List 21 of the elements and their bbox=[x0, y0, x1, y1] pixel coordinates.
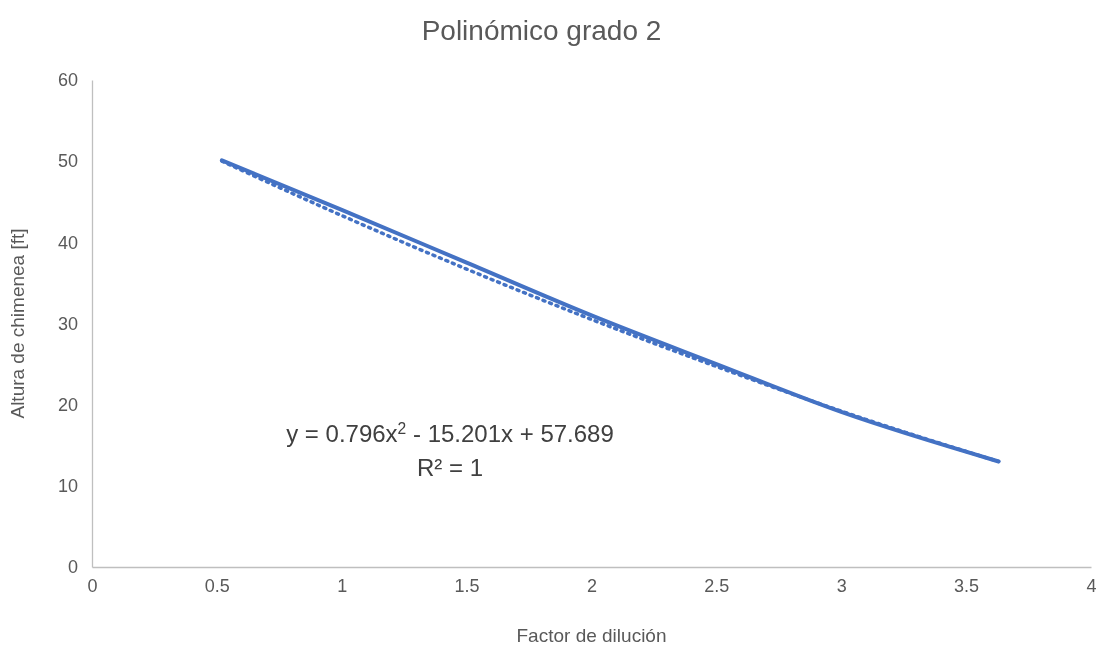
x-tick-label: 0.5 bbox=[204, 575, 230, 596]
annotation: y = 0.796x$^{2}$ - 15.201x + 57.689 bbox=[286, 419, 614, 447]
y-tick-label: 20 bbox=[57, 394, 78, 415]
y-axis-title: Altura de chimenea [ft] bbox=[7, 228, 28, 419]
y-tick-label: 40 bbox=[57, 232, 78, 253]
y-tick-label: 60 bbox=[57, 70, 78, 91]
y-tick-label: 50 bbox=[57, 151, 78, 172]
x-tick-label: 3.5 bbox=[954, 575, 980, 596]
annotation: R² = 1 bbox=[416, 454, 484, 481]
x-tick-label: 2.5 bbox=[704, 575, 730, 596]
x-tick-label: 1 bbox=[337, 575, 348, 596]
x-tick-label: 0 bbox=[87, 575, 98, 596]
y-tick-label: 10 bbox=[57, 476, 78, 497]
x-tick-label: 2 bbox=[586, 575, 598, 596]
y-tick-label: 0 bbox=[67, 557, 78, 578]
x-tick-label: 3 bbox=[836, 575, 847, 596]
x-tick-label: 1.5 bbox=[454, 575, 480, 596]
x-tick-label: 4 bbox=[1086, 575, 1097, 596]
x-axis-title: Factor de dilución bbox=[516, 625, 667, 646]
chart-title: Polinómico grado 2 bbox=[421, 15, 662, 46]
y-tick-label: 30 bbox=[57, 313, 78, 334]
